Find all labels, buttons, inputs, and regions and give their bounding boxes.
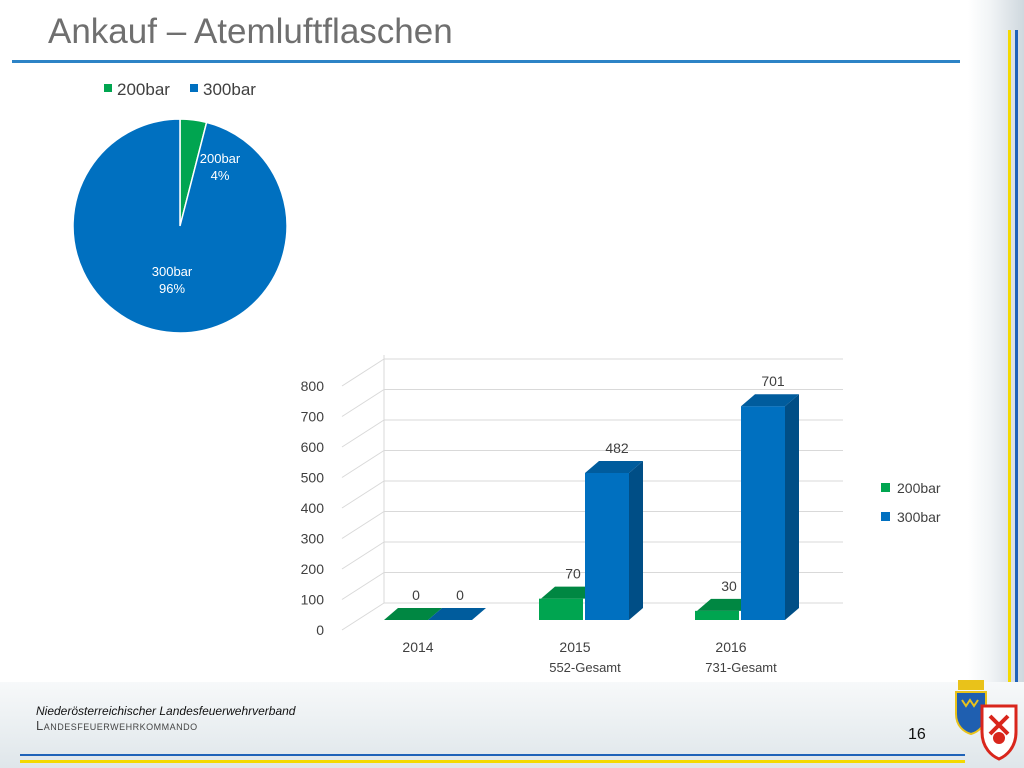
bar-300bar-2015	[585, 472, 629, 620]
bar-grid-diagonal-300	[341, 511, 385, 539]
bar-grid-diagonal-600	[341, 419, 385, 448]
pie-legend-label-200bar: 200bar	[117, 80, 170, 99]
pie-label-percent-200bar: 4%	[211, 168, 230, 183]
bar-legend-swatch-300bar	[881, 512, 890, 521]
slide-title: Ankauf – Atemluftflaschen	[48, 12, 453, 51]
bar-ytick-100: 100	[301, 592, 325, 608]
bar-category-sublabel-2016: 731-Gesamt	[705, 660, 777, 675]
bar-ytick-200: 200	[301, 561, 325, 577]
pie-slice-300bar	[72, 118, 288, 334]
bar-ytick-500: 500	[301, 470, 325, 486]
bar-300bar-2016	[741, 406, 785, 620]
bar-top-300bar-2016	[741, 394, 799, 407]
side-blue-stripe	[1015, 30, 1018, 690]
bar-legend-label-300bar: 300bar	[897, 509, 941, 525]
bar-200bar-2016	[695, 610, 739, 620]
bar-top-200bar-2015	[541, 586, 599, 599]
pie-legend-swatch-200bar	[104, 84, 112, 92]
bar-grid-diagonal-200	[341, 541, 385, 570]
bar-category-2015: 2015	[559, 639, 590, 655]
pie-label-category-300bar: 300bar	[152, 264, 193, 279]
bar-grid-diagonal-400	[341, 480, 385, 509]
coat-of-arms-logo	[955, 680, 1018, 761]
bar-value-300bar-2015: 482	[605, 440, 629, 456]
bar-value-300bar-2014: 0	[456, 587, 464, 603]
decorative-side-band	[968, 0, 1024, 768]
bar-value-200bar-2015: 70	[565, 566, 581, 582]
title-underline	[12, 60, 960, 63]
bar-category-2014: 2014	[402, 639, 433, 655]
bar-legend-swatch-200bar	[881, 483, 890, 492]
pie-label-percent-300bar: 96%	[159, 281, 185, 296]
bar-ytick-300: 300	[301, 531, 325, 547]
bar-ytick-700: 700	[301, 409, 325, 425]
bar-grid-diagonal-700	[341, 389, 385, 417]
bar-200bar-2015	[539, 598, 583, 620]
bar-grid-diagonal-500	[341, 450, 385, 478]
bar-grid-diagonal-100	[341, 572, 385, 600]
footer-yellow-stripe	[20, 760, 965, 763]
bar-value-200bar-2016: 30	[721, 578, 737, 594]
organization-subtitle: Landesfeuerwehrkommando	[36, 718, 198, 733]
bar-value-300bar-2016: 701	[761, 373, 785, 389]
bar-top-200bar-2016	[697, 598, 755, 611]
bar-ytick-0: 0	[316, 622, 324, 638]
charts-canvas: 200bar 300bar200bar4%300bar96%01002003004…	[72, 80, 941, 675]
bar-grid-diagonal-0	[341, 602, 385, 631]
bar-side-300bar-2015	[629, 460, 643, 620]
bar-grid-diagonal-800	[341, 358, 385, 387]
bar-top-300bar-2014	[428, 608, 486, 620]
footer-blue-stripe	[20, 754, 965, 756]
pie-legend-swatch-300bar	[190, 84, 198, 92]
bar-side-300bar-2016	[785, 394, 799, 620]
pie-label-category-200bar: 200bar	[200, 151, 241, 166]
page-number: 16	[908, 726, 926, 743]
bar-ytick-400: 400	[301, 500, 325, 516]
side-yellow-stripe	[1008, 30, 1011, 690]
bar-top-200bar-2014	[384, 608, 442, 620]
organization-name: Niederösterreichischer Landesfeuerwehrve…	[36, 704, 296, 718]
bar-value-200bar-2014: 0	[412, 587, 420, 603]
bar-top-300bar-2015	[585, 460, 643, 473]
bar-legend-label-200bar: 200bar	[897, 480, 941, 496]
bar-ytick-600: 600	[301, 439, 325, 455]
pie-legend-label-300bar: 300bar	[203, 80, 256, 99]
bar-category-2016: 2016	[715, 639, 746, 655]
footer-band	[0, 682, 1024, 768]
bar-category-sublabel-2015: 552-Gesamt	[549, 660, 621, 675]
bar-ytick-800: 800	[301, 378, 325, 394]
